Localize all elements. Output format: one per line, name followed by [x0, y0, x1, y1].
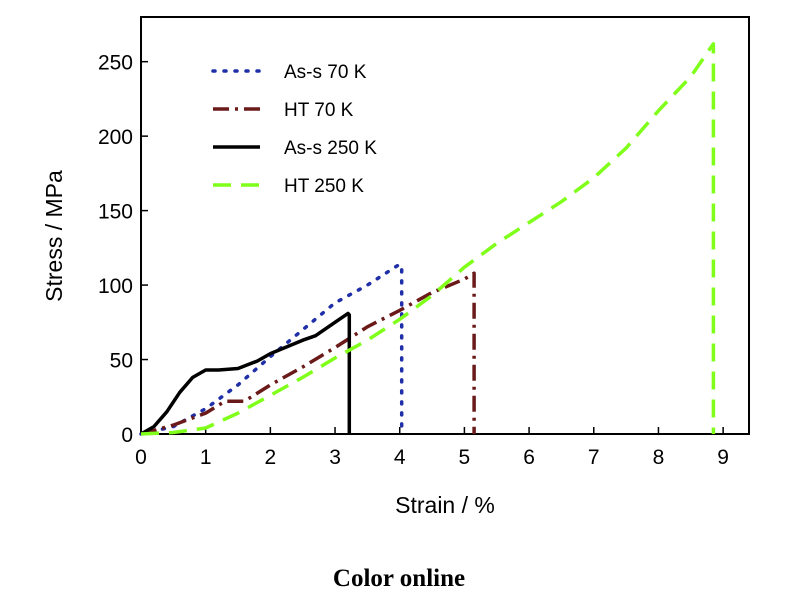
x-tick-label: 3 [329, 446, 341, 469]
y-tick-label: 250 [98, 52, 133, 75]
series-line-1 [139, 262, 404, 436]
y-tick-label: 50 [110, 350, 133, 373]
series-line-3 [140, 311, 352, 436]
stress-strain-chart: 0 1 2 3 4 5 6 7 8 9 0 50 100 150 200 250 As-s 70 K HT 70… [41, 16, 750, 518]
legend-label-1: As-s 70 K [284, 62, 367, 83]
x-tick-label: 9 [717, 446, 729, 469]
axis-ticks: 0 1 2 3 4 5 6 7 8 9 0 50 100 150 200 250 [98, 52, 729, 469]
figure-caption: Color online [332, 565, 466, 592]
y-tick-label: 150 [98, 201, 133, 224]
series-line-2 [140, 271, 476, 436]
legend-label-4: HT 250 K [284, 176, 364, 197]
x-tick-label: 0 [135, 446, 147, 469]
y-tick-label: 100 [98, 275, 133, 298]
x-tick-label: 1 [200, 446, 212, 469]
y-tick-label: 200 [98, 126, 133, 149]
y-axis-label: Stress / MPa [41, 170, 67, 302]
legend-label-3: As-s 250 K [284, 138, 377, 159]
x-tick-label: 7 [588, 446, 600, 469]
y-tick-label: 0 [121, 424, 133, 447]
legend: As-s 70 K HT 70 K As-s 250 K HT 250 K [211, 62, 377, 197]
series-line-4 [140, 42, 716, 436]
x-axis-label: Strain / % [395, 492, 495, 518]
series-layer [139, 42, 716, 436]
plot-frame [140, 16, 750, 435]
x-tick-label: 8 [653, 446, 665, 469]
x-tick-label: 6 [523, 446, 535, 469]
x-tick-label: 2 [265, 446, 277, 469]
legend-label-2: HT 70 K [284, 100, 354, 121]
x-tick-label: 5 [459, 446, 471, 469]
x-tick-label: 4 [394, 446, 406, 469]
